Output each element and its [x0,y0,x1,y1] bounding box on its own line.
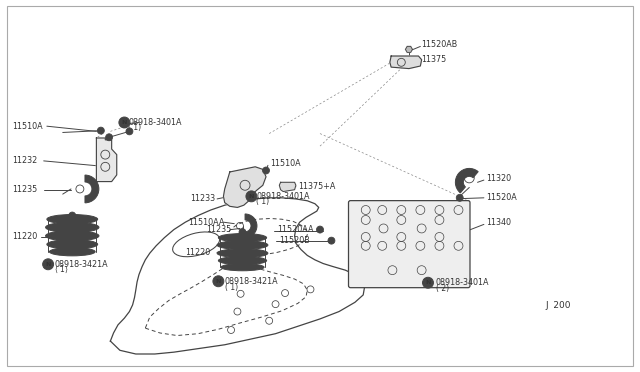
Polygon shape [279,182,296,192]
Circle shape [241,233,244,236]
Text: 11220: 11220 [12,232,37,241]
Text: 08918-3401A: 08918-3401A [128,118,182,127]
Text: J  200: J 200 [545,301,571,311]
Text: 11520AA: 11520AA [277,225,314,234]
Text: ( 1): ( 1) [257,197,269,206]
Ellipse shape [49,248,95,256]
Ellipse shape [218,256,267,265]
Circle shape [108,136,111,139]
Circle shape [262,167,269,174]
Text: 11220: 11220 [186,248,211,257]
Circle shape [43,259,54,270]
Text: 11375: 11375 [422,55,447,64]
Polygon shape [97,138,116,182]
Text: 08918-3421A: 08918-3421A [225,277,278,286]
Ellipse shape [221,264,264,271]
Circle shape [458,196,461,199]
Circle shape [123,122,126,125]
Text: 11510A: 11510A [12,122,42,131]
Text: 11520A: 11520A [486,193,517,202]
Circle shape [239,231,246,238]
Text: 11232: 11232 [12,156,37,166]
Circle shape [70,214,74,217]
Circle shape [317,226,323,233]
Text: N: N [216,279,221,284]
Polygon shape [390,56,422,68]
Text: 08918-3421A: 08918-3421A [54,260,108,269]
Text: N: N [426,280,431,285]
Circle shape [106,134,113,141]
Circle shape [264,169,268,172]
Circle shape [246,191,257,202]
Circle shape [119,117,130,128]
Circle shape [239,229,246,235]
Text: 11510AA: 11510AA [188,218,224,227]
Circle shape [241,231,244,234]
Circle shape [128,130,131,133]
Text: 11510A: 11510A [271,159,301,169]
FancyBboxPatch shape [349,201,470,288]
Circle shape [319,228,321,231]
Text: ( 1): ( 1) [225,283,238,292]
Ellipse shape [217,241,268,250]
Text: 11375+A: 11375+A [298,182,335,190]
Text: 11520AB: 11520AB [422,41,458,49]
Circle shape [330,239,333,242]
Text: $\langle$ 1$\rangle$: $\langle$ 1$\rangle$ [54,264,69,275]
Polygon shape [223,167,266,208]
Ellipse shape [45,222,99,232]
Circle shape [213,276,224,287]
Circle shape [121,121,128,128]
Ellipse shape [47,215,98,224]
Wedge shape [456,169,478,193]
Ellipse shape [45,231,99,241]
Circle shape [97,127,104,134]
Text: 11235: 11235 [12,185,37,194]
Circle shape [328,237,335,244]
Circle shape [99,129,102,132]
Wedge shape [245,214,257,238]
Text: ( 2): ( 2) [436,284,449,293]
Circle shape [422,277,433,288]
Text: N: N [249,194,254,199]
Ellipse shape [47,240,98,249]
Wedge shape [85,175,99,203]
Text: ( 1): ( 1) [128,123,141,132]
Text: 08918-3401A: 08918-3401A [436,278,489,287]
Circle shape [126,128,133,135]
Circle shape [68,212,76,219]
Text: 11235: 11235 [205,225,231,234]
Text: N: N [122,120,127,125]
Circle shape [456,194,463,201]
Text: 11520B: 11520B [278,236,310,245]
Text: N: N [45,262,51,267]
Ellipse shape [218,234,267,242]
Ellipse shape [217,249,268,258]
Text: 11233: 11233 [190,195,215,203]
Text: 11320: 11320 [486,174,511,183]
Text: 11340: 11340 [486,218,511,227]
Polygon shape [406,46,412,52]
Text: 08918-3401A: 08918-3401A [257,192,310,201]
